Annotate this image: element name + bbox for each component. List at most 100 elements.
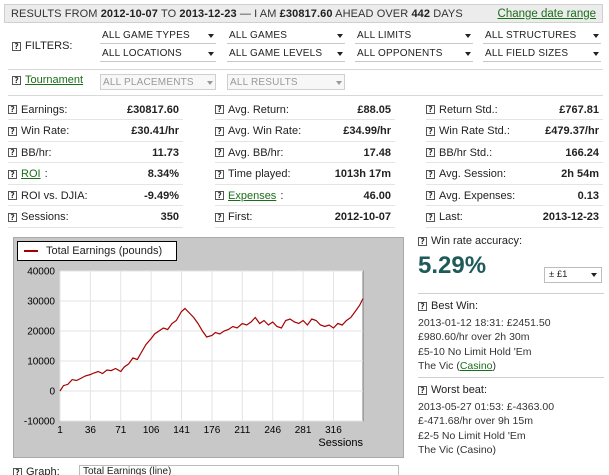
chevron-down-icon [207, 81, 213, 85]
help-icon[interactable]: ? [426, 212, 435, 222]
x-tick-label: 71 [115, 425, 127, 436]
help-icon[interactable]: ? [418, 301, 427, 311]
stat-label-text: Avg. BB/hr: [228, 146, 284, 159]
chevron-down-icon [337, 34, 343, 38]
chevron-down-icon [337, 52, 343, 56]
help-icon[interactable]: ? [418, 236, 427, 246]
help-icon[interactable]: ? [8, 212, 17, 222]
change-date-range-link[interactable]: Change date range [497, 7, 596, 20]
stat-label: ? Avg. Session: [426, 168, 506, 180]
stat-label: ? Earnings: [8, 104, 67, 116]
filter-structures[interactable]: ALL STRUCTURES [483, 28, 601, 44]
filter-game-levels[interactable]: ALL GAME LEVELS [227, 46, 345, 62]
stat-row: ? BB/hr: 11.73 [8, 143, 183, 163]
stat-label-text: Last: [439, 211, 463, 223]
stat-value: 0.13 [577, 189, 599, 202]
worst-beat-venue: The Vic (Casino) [418, 444, 497, 456]
y-tick-label: -10000 [24, 417, 56, 428]
stat-label: ? Return Std.: [426, 104, 498, 116]
help-icon[interactable]: ? [426, 169, 435, 179]
stat-value: £30.41/hr [131, 125, 179, 137]
stat-row: ? Expenses: 46.00 [215, 186, 395, 206]
help-icon[interactable]: ? [426, 126, 435, 136]
stat-label: ? Win Rate: [8, 125, 69, 137]
filter-opponents[interactable]: ALL OPPONENTS [355, 46, 473, 62]
stat-value: 2h 54m [561, 168, 599, 180]
stat-label: ? Time played: [215, 168, 291, 180]
stat-link[interactable]: ROI [21, 168, 41, 180]
stat-value: £30817.60 [127, 103, 179, 116]
stat-label-text: Earnings: [21, 103, 68, 116]
stats-grid: ? Earnings: £30817.60? Win Rate: £30.41/hr? B… [8, 100, 603, 230]
stat-label: ? ROI: [8, 168, 48, 180]
filter-results[interactable]: ALL RESULTS [227, 74, 345, 90]
y-tick-label: 30000 [27, 297, 55, 308]
stat-row: ? Time played: 1013h 17m [215, 165, 395, 185]
stat-row: ? Win Rate: £30.41/hr [8, 122, 183, 142]
x-tick-label: 1 [57, 425, 63, 436]
filters-label-text: FILTERS: [25, 40, 73, 52]
filter-placements[interactable]: ALL PLACEMENTS [100, 74, 216, 90]
help-icon[interactable]: ? [8, 191, 17, 200]
stat-link[interactable]: Expenses [228, 189, 277, 202]
x-tick-label: 176 [204, 425, 221, 436]
chevron-down-icon [593, 52, 599, 56]
stat-label-text: Avg. Expenses: [439, 189, 516, 202]
filter-games[interactable]: ALL GAMES [227, 28, 345, 44]
stat-label: ? BB/hr: [8, 147, 52, 159]
divider [8, 69, 603, 70]
filter-game-types[interactable]: ALL GAME TYPES [100, 28, 216, 44]
stat-row: ? Avg. BB/hr: 17.48 [215, 143, 395, 163]
stat-row: ? Earnings: £30817.60 [8, 100, 183, 120]
filter-field-sizes[interactable]: ALL FIELD SIZES [483, 46, 601, 62]
worst-beat-date: 2013-05-27 01:53: £-4363.00 [418, 400, 555, 413]
stat-row: ? Avg. Win Rate: £34.99/hr [215, 122, 395, 142]
stat-label-text: Win Rate Std.: [439, 125, 510, 137]
help-icon[interactable]: ? [426, 148, 435, 157]
ahead-amount: £30817.60 [279, 7, 333, 20]
stat-value: 166.24 [565, 146, 599, 159]
stat-value: 11.73 [152, 146, 179, 159]
stat-row: ? BB/hr Std.: 166.24 [426, 143, 603, 163]
help-icon[interactable]: ? [426, 191, 435, 200]
stat-value: 17.48 [363, 146, 391, 159]
accuracy-range-select[interactable]: ± £1 [544, 267, 602, 283]
chevron-down-icon [591, 273, 597, 277]
results-prefix: RESULTS FROM [11, 7, 98, 20]
help-icon[interactable]: ? [8, 169, 17, 179]
filter-limits[interactable]: ALL LIMITS [355, 28, 473, 44]
help-icon[interactable]: ? [418, 385, 427, 395]
stat-row: ? Avg. Session: 2h 54m [426, 165, 603, 185]
stat-label: ? ROI vs. DJIA: [8, 190, 88, 202]
help-icon[interactable]: ? [215, 191, 224, 200]
chevron-down-icon [208, 52, 214, 56]
x-tick-label: 316 [325, 425, 342, 436]
help-icon[interactable]: ? [12, 75, 21, 85]
stat-label-text: BB/hr Std.: [439, 146, 493, 159]
best-win-block: ? Best Win: 2013-01-12 18:31: £2451.50 £9… [418, 299, 604, 374]
to-word: TO [160, 7, 177, 20]
help-icon[interactable]: ? [215, 212, 224, 222]
tournament-link[interactable]: Tournament [25, 74, 84, 86]
help-icon[interactable]: ? [215, 148, 224, 157]
filter-locations[interactable]: ALL LOCATIONS [100, 46, 216, 62]
help-icon[interactable]: ? [8, 105, 17, 114]
x-tick-label: 246 [264, 425, 281, 436]
help-icon[interactable]: ? [215, 126, 224, 136]
x-tick-label: 106 [143, 425, 160, 436]
help-icon[interactable]: ? [8, 126, 17, 136]
help-icon[interactable]: ? [13, 467, 22, 475]
help-icon[interactable]: ? [8, 148, 17, 157]
help-icon[interactable]: ? [215, 105, 224, 114]
chevron-down-icon [336, 81, 342, 85]
casino-link[interactable]: Casino [459, 360, 493, 372]
help-icon[interactable]: ? [215, 169, 224, 179]
help-icon[interactable]: ? [12, 41, 21, 51]
graph-type-select[interactable]: Total Earnings (line) [79, 465, 399, 475]
stat-label: ? BB/hr Std.: [426, 147, 492, 159]
stat-label: ? First: [215, 211, 252, 223]
divider [8, 95, 603, 96]
help-icon[interactable]: ? [426, 105, 435, 114]
stat-value: 350 [160, 211, 179, 223]
chevron-down-icon [465, 34, 471, 38]
